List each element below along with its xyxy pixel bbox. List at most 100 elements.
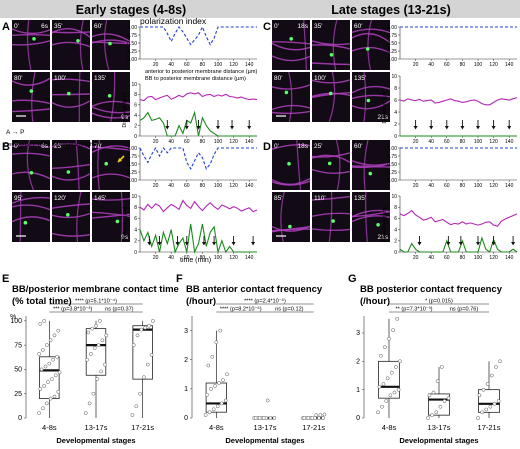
contact-arrow-head-c [460,126,465,130]
distance-tick-label-a: 0 [134,134,137,140]
boxplot-point-g [481,387,486,392]
basal-body-dot [115,219,120,224]
boxplot-point-g [439,365,444,369]
contact-arrow-head-d [511,242,516,246]
contact-arrow-head-d [417,242,422,246]
micrograph-tile-b-5: 120' [51,191,91,243]
micrograph-tile-a-4: 80' [11,71,51,123]
boxplot-point-e [100,338,105,343]
boxplot-point-e [85,357,89,362]
membrane-curve [51,232,91,237]
boxplot-point-g [431,390,436,395]
boxplot-title-e: BB/posterior membrane contact time [12,284,179,295]
basal-body-dot [32,37,36,41]
membrane-curve [75,139,80,191]
boxplot-point-f [206,363,211,368]
membrane-curve [51,203,91,209]
membrane-curve [11,216,51,223]
boxplot-point-e [145,362,150,367]
membrane-curve [11,204,51,211]
polar-tick-label-b: 0.00 [127,178,137,184]
boxplot-point-e [94,323,98,328]
distance-x-tick-label-c: 20 [413,139,419,145]
boxplot-category-g: 17-21s [478,423,501,432]
membrane-curve [110,71,116,123]
micrograph-background [312,72,350,122]
basal-body-dot [108,41,112,46]
membrane-curve [351,215,391,223]
time-label: 145' [94,195,106,202]
contact-arrow-head-b [212,242,217,246]
boxplot-point-g [476,416,480,420]
boxplot-point-g [485,382,490,386]
boxplot-point-e [90,326,95,331]
membrane-curve [91,211,131,218]
polar-tick-label-c: 0.75 [387,33,397,39]
boxplot-point-f [205,392,209,397]
boxplot-point-e [139,327,144,332]
time-label: 100' [54,75,66,82]
micrograph-tile-a-3: 60' [91,19,131,71]
membrane-curve [91,100,131,107]
distance-tick-label-d: 2 [394,239,397,245]
distance-x-tick-label-d: 80 [460,255,466,261]
time-label: 35' [314,23,322,30]
boxplot-point-e [56,328,61,333]
boxplot-point-g [427,393,432,398]
boxplot-category-e: 4-8s [42,423,57,432]
micrograph-tile-a-1: 0' 6s [11,19,51,71]
polar-x-tick-label-c: 120 [489,62,498,68]
boxplot-point-e [142,375,146,380]
polar-tick-label-a: 0.75 [127,33,137,39]
membrane-curve [11,144,51,148]
micrograph-background [312,140,350,190]
boxplot-point-g [492,401,497,406]
time-label: 85' [274,195,282,202]
boxplot-point-f [215,404,220,409]
posterior-distance-series-b [139,223,257,254]
basal-body-dot [107,94,112,98]
polar-x-tick-label-d: 40 [428,183,434,189]
polar-x-tick-label-b: 60 [184,183,190,189]
micrograph-tile-d-2: 25' [311,139,351,191]
boxplot-point-f [210,354,215,359]
distance-x-tick-label-d: 40 [428,255,434,261]
boxplot-title-f: BB anterior contact frequency [186,284,323,295]
boxplot-point-g [392,390,397,395]
boxplot-point-e [91,391,96,396]
distance-tick-label-d: 0 [394,250,397,256]
membrane-curve [311,40,351,46]
contact-arrow-head-a [230,126,235,130]
polar-x-tick-label-d: 60 [444,183,450,189]
polar-x-tick-label-b: 20 [153,183,159,189]
boxplot-point-g [387,336,391,341]
boxplot-point-f [213,384,217,388]
membrane-curve [311,44,351,50]
stage-label: 21s [378,234,389,241]
polar-tick-label-c: 0.25 [387,49,397,55]
boxplot-y-tick-label-e: 100 [10,318,22,325]
anterior-distance-series-a [139,92,258,102]
contact-arrow-head-a [196,126,201,130]
polarization-series-a [140,25,257,46]
boxplot-point-e [103,362,107,367]
polar-tick-label-d: 0.25 [387,170,397,176]
boxplot-y-tick-label-e: 75 [14,342,22,349]
posterior-distance-series-a [139,110,257,137]
boxplot-point-f [261,416,266,420]
stage-label: 18s [298,143,309,150]
boxplot-point-e [39,367,44,372]
contact-arrow-head-d [491,242,496,246]
boxplot-point-g [395,316,400,321]
membrane-curve [91,146,131,151]
boxplot-point-e [87,401,92,406]
polar-x-tick-label-c: 40 [428,62,434,68]
time-label: 95' [14,195,22,202]
boxplot-point-g [377,384,382,389]
distance-x-tick-label-b: 140 [245,255,254,261]
boxplot-point-e [43,364,48,369]
membrane-curve [351,100,391,110]
distance-x-tick-label-a: 20 [153,139,159,145]
time-label: 80' [14,75,22,82]
